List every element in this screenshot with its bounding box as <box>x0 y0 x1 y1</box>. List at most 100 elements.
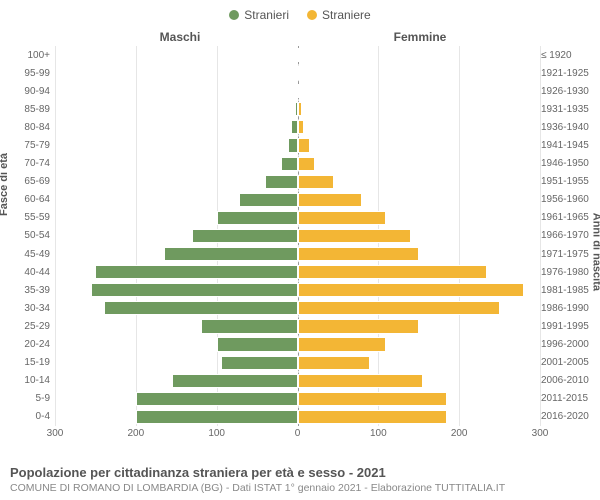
half-left <box>55 245 298 263</box>
table-row: 90-941926-1930 <box>55 82 540 100</box>
bar-female <box>298 410 448 424</box>
age-label: 40-44 <box>8 267 50 278</box>
age-label: 90-94 <box>8 86 50 97</box>
bar-male <box>164 247 297 261</box>
footer: Popolazione per cittadinanza straniera p… <box>10 465 590 494</box>
age-label: 5-9 <box>8 393 50 404</box>
age-label: 80-84 <box>8 122 50 133</box>
bar-female <box>298 138 310 152</box>
half-right <box>298 82 541 100</box>
legend-item-female: Straniere <box>307 8 371 22</box>
bar-male <box>136 410 298 424</box>
column-titles: Maschi Femmine <box>60 30 540 44</box>
table-row: 30-341986-1990 <box>55 299 540 317</box>
x-tick: 300 <box>47 428 64 439</box>
half-left <box>55 281 298 299</box>
half-left <box>55 191 298 209</box>
bar-female <box>298 193 363 207</box>
table-row: 35-391981-1985 <box>55 281 540 299</box>
half-left <box>55 64 298 82</box>
age-label: 35-39 <box>8 285 50 296</box>
age-label: 65-69 <box>8 176 50 187</box>
bar-male <box>265 175 297 189</box>
x-tick: 200 <box>451 428 468 439</box>
bar-female <box>298 301 500 315</box>
bar-female <box>298 356 371 370</box>
age-label: 100+ <box>8 50 50 61</box>
half-left <box>55 354 298 372</box>
age-label: 55-59 <box>8 212 50 223</box>
half-right <box>298 354 541 372</box>
half-right <box>298 408 541 426</box>
birth-label: 2006-2010 <box>541 375 597 386</box>
half-left <box>55 209 298 227</box>
half-left <box>55 173 298 191</box>
bar-male <box>217 337 298 351</box>
table-row: 0-42016-2020 <box>55 408 540 426</box>
x-tick: 200 <box>127 428 144 439</box>
birth-label: 1986-1990 <box>541 303 597 314</box>
birth-label: 1926-1930 <box>541 86 597 97</box>
title-male: Maschi <box>60 30 300 44</box>
bar-male <box>221 356 298 370</box>
legend-label-male: Stranieri <box>244 8 289 22</box>
half-right <box>298 191 541 209</box>
half-right <box>298 263 541 281</box>
birth-label: 1981-1985 <box>541 285 597 296</box>
bar-female <box>298 229 411 243</box>
half-right <box>298 372 541 390</box>
age-label: 75-79 <box>8 140 50 151</box>
birth-label: 1966-1970 <box>541 230 597 241</box>
table-row: 5-92011-2015 <box>55 390 540 408</box>
table-row: 50-541966-1970 <box>55 227 540 245</box>
birth-label: 1946-1950 <box>541 158 597 169</box>
table-row: 55-591961-1965 <box>55 209 540 227</box>
half-right <box>298 227 541 245</box>
half-left <box>55 408 298 426</box>
age-label: 95-99 <box>8 68 50 79</box>
half-left <box>55 118 298 136</box>
table-row: 80-841936-1940 <box>55 118 540 136</box>
x-tick: 300 <box>532 428 549 439</box>
x-tick: 100 <box>208 428 225 439</box>
age-label: 85-89 <box>8 104 50 115</box>
half-left <box>55 336 298 354</box>
birth-label: 1956-1960 <box>541 194 597 205</box>
half-left <box>55 82 298 100</box>
x-tick: 100 <box>370 428 387 439</box>
birth-label: 1941-1945 <box>541 140 597 151</box>
legend-swatch-female <box>307 10 317 20</box>
bar-female <box>298 247 419 261</box>
bar-male <box>136 392 298 406</box>
birth-label: 1936-1940 <box>541 122 597 133</box>
half-left <box>55 317 298 335</box>
table-row: 10-142006-2010 <box>55 372 540 390</box>
table-row: 40-441976-1980 <box>55 263 540 281</box>
birth-label: 1996-2000 <box>541 339 597 350</box>
half-right <box>298 173 541 191</box>
birth-label: 1971-1975 <box>541 249 597 260</box>
bar-male <box>192 229 297 243</box>
half-left <box>55 372 298 390</box>
table-row: 60-641956-1960 <box>55 191 540 209</box>
birth-label: 1991-1995 <box>541 321 597 332</box>
half-left <box>55 136 298 154</box>
bar-male <box>104 301 298 315</box>
bar-male <box>239 193 297 207</box>
bar-female <box>298 120 304 134</box>
title-female: Femmine <box>300 30 540 44</box>
half-right <box>298 100 541 118</box>
bar-female <box>298 48 300 62</box>
footer-title: Popolazione per cittadinanza straniera p… <box>10 465 590 480</box>
bar-male <box>95 265 297 279</box>
birth-label: ≤ 1920 <box>541 50 597 61</box>
bar-female <box>298 211 387 225</box>
chart-area: 100+≤ 192095-991921-192590-941926-193085… <box>55 46 540 440</box>
half-right <box>298 64 541 82</box>
bar-female <box>298 66 300 80</box>
table-row: 100+≤ 1920 <box>55 46 540 64</box>
bar-female <box>298 392 448 406</box>
bar-male <box>201 319 298 333</box>
half-right <box>298 317 541 335</box>
half-left <box>55 227 298 245</box>
